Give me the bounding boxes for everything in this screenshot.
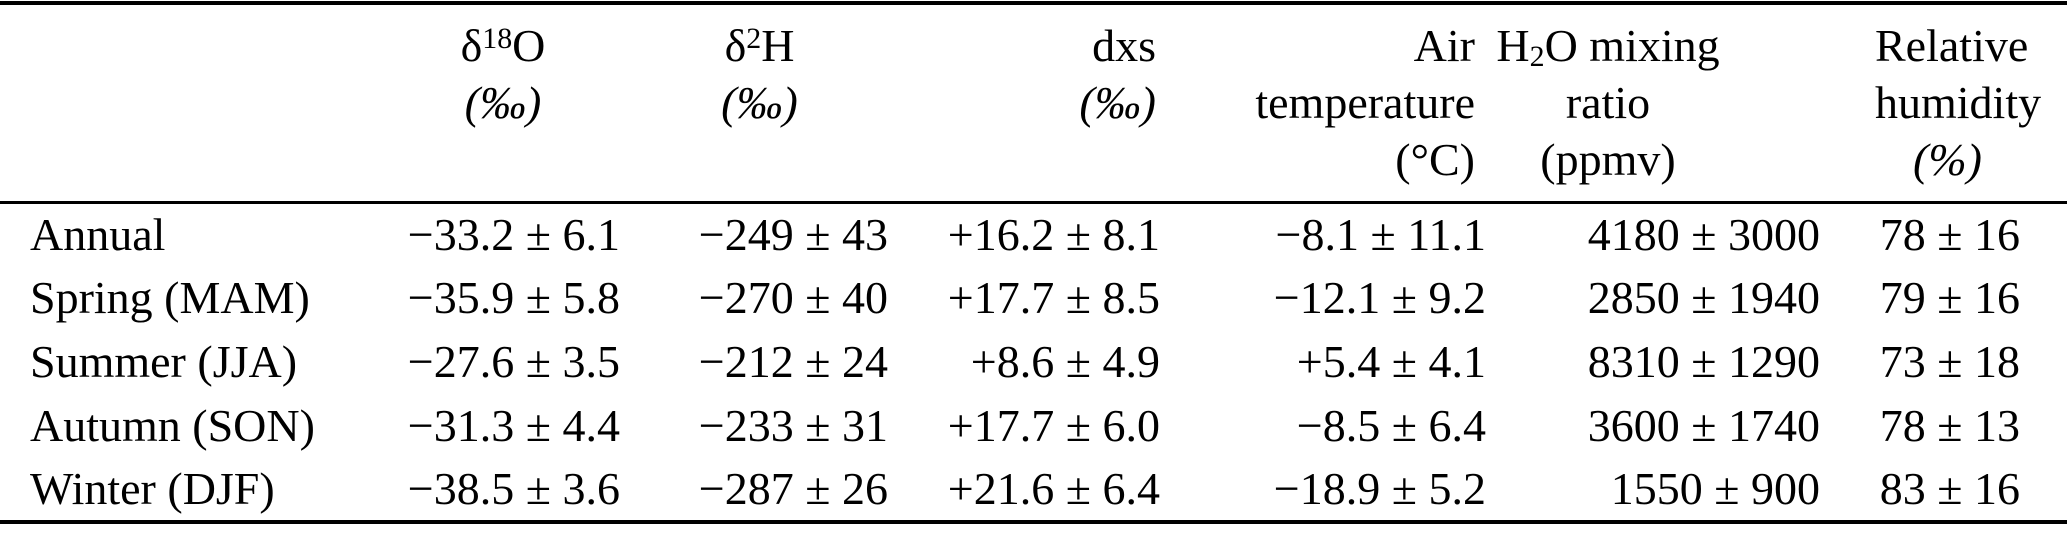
air-temperature-label-line2: temperature	[1255, 77, 1475, 128]
cell-dxs: +17.7 ± 6.0	[947, 400, 1160, 451]
hydrogen-symbol: H	[761, 20, 795, 71]
air-temperature-label-line1: Air	[1413, 20, 1475, 71]
column-header-season	[0, 3, 385, 204]
table-row-winter: Winter (DJF) −38.5 ± 3.6 −287 ± 26 +21.6…	[0, 458, 2067, 522]
table-row-summer: Summer (JJA) −27.6 ± 3.5 −212 ± 24 +8.6 …	[0, 330, 2067, 394]
paper-table-figure: δ18O (‰) δ2H (‰) dxs (‰) Air temperature…	[0, 1, 2067, 524]
cell-d18o: −31.3 ± 4.4	[407, 400, 620, 451]
oxygen-symbol: O	[512, 20, 546, 71]
cell-dxs: +21.6 ± 6.4	[947, 463, 1160, 514]
seasonal-statistics-table: δ18O (‰) δ2H (‰) dxs (‰) Air temperature…	[0, 1, 2067, 524]
column-header-d18o: δ18O (‰)	[385, 3, 630, 204]
row-label-season: Summer (JJA)	[30, 336, 298, 387]
cell-air-temperature: +5.4 ± 4.1	[1296, 336, 1486, 387]
cell-relative-humidity: 73 ± 18	[1879, 336, 2020, 387]
d18o-unit-permil: (‰)	[464, 77, 542, 128]
table-header-row: δ18O (‰) δ2H (‰) dxs (‰) Air temperature…	[0, 3, 2067, 204]
table-row-annual: Annual −33.2 ± 6.1 −249 ± 43 +16.2 ± 8.1…	[0, 202, 2067, 266]
column-header-air-temperature: Air temperature (°C)	[1170, 3, 1495, 204]
d2h-unit-permil: (‰)	[721, 77, 798, 128]
cell-relative-humidity: 83 ± 16	[1879, 463, 2020, 514]
relative-humidity-label-line1: Relative	[1875, 20, 2029, 71]
h2o-subscript-2: 2	[1529, 40, 1545, 74]
cell-dxs: +16.2 ± 8.1	[947, 208, 1160, 260]
isotope-2-superscript: 2	[746, 21, 762, 55]
dxs-label: dxs	[1092, 20, 1156, 71]
cell-d2h: −287 ± 26	[698, 463, 888, 514]
cell-h2o-mixing-ratio: 8310 ± 1290	[1587, 336, 1820, 387]
column-header-dxs: dxs (‰)	[900, 3, 1170, 204]
row-label-season: Autumn (SON)	[30, 400, 315, 451]
table-row-autumn: Autumn (SON) −31.3 ± 4.4 −233 ± 31 +17.7…	[0, 394, 2067, 458]
cell-air-temperature: −8.5 ± 6.4	[1296, 400, 1486, 451]
cell-d2h: −212 ± 24	[698, 336, 888, 387]
cell-air-temperature: −18.9 ± 5.2	[1273, 463, 1486, 514]
cell-d18o: −27.6 ± 3.5	[407, 336, 620, 387]
row-label-season: Annual	[30, 208, 166, 260]
table-row-spring: Spring (MAM) −35.9 ± 5.8 −270 ± 40 +17.7…	[0, 266, 2067, 330]
row-label-season: Winter (DJF)	[30, 463, 275, 514]
row-label-season: Spring (MAM)	[30, 272, 310, 323]
cell-air-temperature: −12.1 ± 9.2	[1273, 272, 1486, 323]
cell-relative-humidity: 78 ± 13	[1879, 400, 2020, 451]
cell-d18o: −33.2 ± 6.1	[407, 208, 620, 260]
relative-humidity-label-line2: humidity	[1875, 77, 2042, 128]
cell-relative-humidity: 78 ± 16	[1879, 208, 2020, 260]
cell-d18o: −35.9 ± 5.8	[407, 272, 620, 323]
cell-dxs: +17.7 ± 8.5	[947, 272, 1160, 323]
cell-d2h: −233 ± 31	[698, 400, 888, 451]
d18o-symbol-line: δ18O	[386, 17, 620, 74]
cell-d2h: −249 ± 43	[698, 208, 888, 260]
cell-dxs: +8.6 ± 4.9	[970, 336, 1160, 387]
o-mixing-text: O mixing	[1544, 20, 1720, 71]
cell-h2o-mixing-ratio: 2850 ± 1940	[1587, 272, 1820, 323]
hydrogen-symbol: H	[1496, 20, 1530, 71]
air-temperature-unit-celsius: (°C)	[1395, 134, 1475, 185]
cell-d2h: −270 ± 40	[698, 272, 888, 323]
cell-air-temperature: −8.1 ± 11.1	[1275, 208, 1486, 260]
column-header-h2o-mixing-ratio: H2O mixing ratio (ppmv)	[1495, 3, 1830, 204]
delta-symbol: δ	[724, 20, 747, 71]
column-header-d2h: δ2H (‰)	[630, 3, 900, 204]
dxs-unit-permil: (‰)	[1079, 77, 1156, 128]
cell-relative-humidity: 79 ± 16	[1879, 272, 2020, 323]
cell-d18o: −38.5 ± 3.6	[407, 463, 620, 514]
relative-humidity-unit-percent: (%)	[1913, 134, 1982, 185]
delta-symbol: δ	[460, 20, 483, 71]
isotope-18-superscript: 18	[482, 21, 513, 55]
h2o-mixing-label-line2: ratio (ppmv)	[1540, 77, 1676, 185]
cell-h2o-mixing-ratio: 1550 ± 900	[1610, 463, 1820, 514]
table-body: Annual −33.2 ± 6.1 −249 ± 43 +16.2 ± 8.1…	[0, 202, 2067, 522]
d2h-symbol-line: δ2H	[631, 17, 888, 74]
column-header-relative-humidity: Relative humidity (%)	[1830, 3, 2067, 204]
cell-h2o-mixing-ratio: 3600 ± 1740	[1587, 400, 1820, 451]
cell-h2o-mixing-ratio: 4180 ± 3000	[1587, 208, 1820, 260]
h2o-mixing-label-line1: H2O mixing	[1496, 17, 1720, 74]
